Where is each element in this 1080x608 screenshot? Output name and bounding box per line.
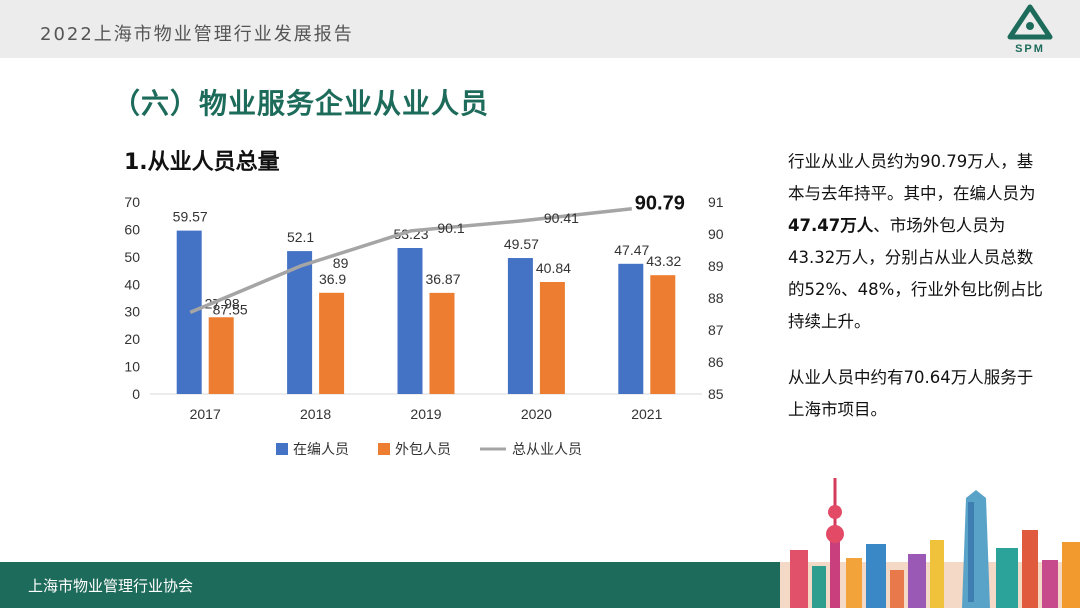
y-right-tick-label: 85 [708, 386, 724, 402]
bar-staff [176, 230, 202, 394]
bar-data-label: 49.57 [504, 236, 539, 252]
y-left-tick-label: 40 [124, 276, 140, 292]
legend-swatch [276, 443, 288, 455]
footer-text: 上海市物业管理行业协会 [28, 577, 194, 595]
x-tick-label: 2020 [521, 406, 552, 422]
bar-data-label: 36.9 [319, 271, 346, 287]
y-left-tick-label: 60 [124, 221, 140, 237]
bar-staff [507, 258, 533, 394]
y-left-tick-label: 10 [124, 359, 140, 375]
y-left-tick-label: 20 [124, 331, 140, 347]
city-skyline-illustration [780, 478, 1080, 608]
bar-outsourced [319, 292, 345, 394]
bar-staff [287, 251, 313, 394]
description-text: 、市场外包人员为43.32万人，分别占从业人员总数的52%、48%，行业外包比例… [788, 216, 1043, 331]
x-tick-label: 2021 [631, 406, 662, 422]
chart-title: 1.从业人员总量 [124, 150, 280, 175]
bar-data-label: 52.1 [287, 229, 314, 245]
y-right-tick-label: 89 [708, 258, 724, 274]
line-data-label: 90.41 [544, 210, 579, 226]
y-right-tick-label: 91 [708, 194, 724, 210]
bar-outsourced [539, 281, 565, 394]
y-left-tick-label: 0 [132, 386, 140, 402]
y-right-tick-label: 86 [708, 354, 724, 370]
line-data-label: 90.79 [635, 193, 685, 215]
bar-data-label: 27.98 [205, 295, 240, 311]
section-title: （六）物业服务企业从业人员 [112, 87, 490, 120]
bar-staff [618, 263, 644, 394]
description-paragraph-2: 从业人员中约有70.64万人服务于上海市项目。 [788, 368, 1034, 419]
description-text: 行业从业人员约为90.79万人，基本与去年持平。其中，在编人员为 [788, 152, 1036, 203]
bar-data-label: 40.84 [536, 260, 571, 276]
y-left-tick-label: 30 [124, 304, 140, 320]
x-tick-label: 2017 [190, 406, 221, 422]
total-staff-line [189, 206, 632, 315]
bar-outsourced [429, 292, 455, 394]
legend-label: 在编人员 [293, 441, 349, 457]
header-bar: 2022上海市物业管理行业发展报告 SPM [0, 0, 1080, 58]
y-right-tick-label: 88 [708, 290, 724, 306]
bar-outsourced [650, 275, 676, 394]
y-left-tick-label: 50 [124, 249, 140, 265]
y-right-tick-label: 87 [708, 322, 724, 338]
description-panel: 行业从业人员约为90.79万人，基本与去年持平。其中，在编人员为 47.47万人、… [788, 146, 1048, 426]
staff-chart: 0 10 20 30 40 50 60 70 85 86 87 88 89 90 91 2017 2018 201… [124, 193, 724, 457]
legend-label: 外包人员 [395, 441, 451, 457]
description-highlight: 47.47万人 [788, 216, 874, 235]
bar-data-label: 43.32 [646, 253, 681, 269]
spm-logo: SPM [1007, 4, 1053, 55]
legend-swatch [378, 443, 390, 455]
report-title: 2022上海市物业管理行业发展报告 [40, 24, 354, 45]
bar-data-label: 47.47 [614, 242, 649, 258]
bar-data-label: 59.57 [173, 209, 208, 225]
line-data-label: 89 [333, 255, 349, 271]
x-tick-label: 2018 [300, 406, 331, 422]
logo-text: SPM [1015, 43, 1045, 55]
bar-data-label: 36.87 [425, 271, 460, 287]
description-paragraph-1: 行业从业人员约为90.79万人，基本与去年持平。其中，在编人员为 47.47万人、… [788, 146, 1048, 338]
y-left-tick-label: 70 [124, 194, 140, 210]
bar-staff [397, 247, 423, 394]
x-tick-label: 2019 [410, 406, 441, 422]
bar-outsourced [208, 317, 234, 394]
legend-label: 总从业人员 [512, 441, 582, 457]
line-data-label: 90.1 [437, 220, 464, 236]
line-data-label: 87.55 [213, 301, 248, 317]
y-right-tick-label: 90 [708, 226, 724, 242]
footer-bar: 上海市物业管理行业协会 [0, 562, 780, 608]
